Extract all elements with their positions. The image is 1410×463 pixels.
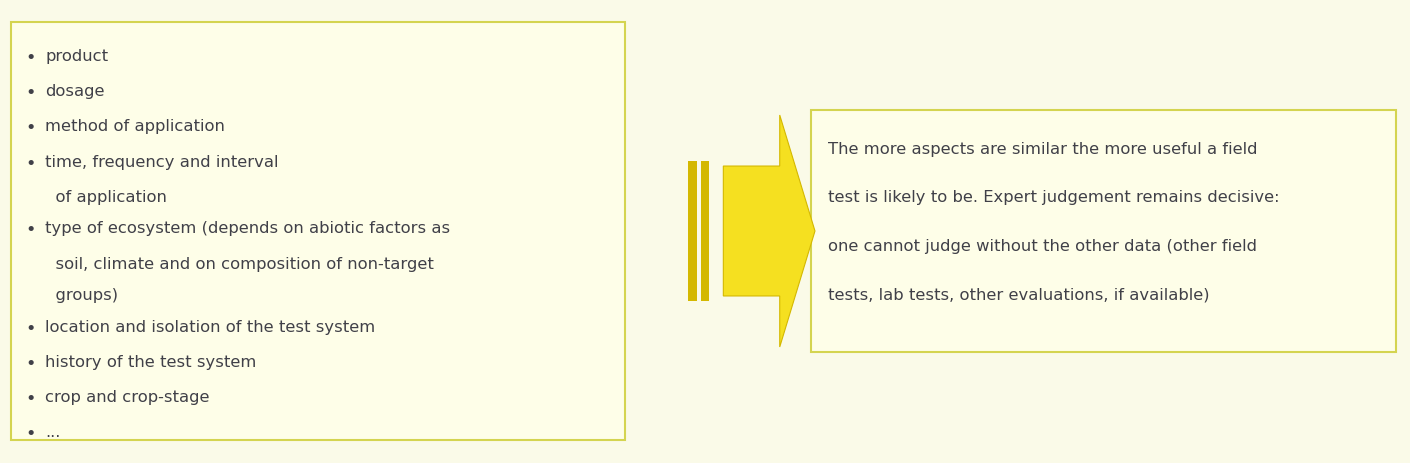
Text: method of application: method of application bbox=[45, 119, 226, 134]
Text: The more aspects are similar the more useful a field: The more aspects are similar the more us… bbox=[828, 141, 1258, 156]
Text: ...: ... bbox=[45, 425, 61, 439]
FancyBboxPatch shape bbox=[811, 111, 1396, 352]
Polygon shape bbox=[723, 116, 815, 347]
Text: •: • bbox=[25, 84, 35, 102]
Text: dosage: dosage bbox=[45, 84, 104, 99]
Text: •: • bbox=[25, 389, 35, 407]
Text: tests, lab tests, other evaluations, if available): tests, lab tests, other evaluations, if … bbox=[828, 287, 1210, 302]
Text: history of the test system: history of the test system bbox=[45, 354, 257, 369]
Text: groups): groups) bbox=[45, 288, 118, 302]
Text: crop and crop-stage: crop and crop-stage bbox=[45, 389, 210, 404]
Text: •: • bbox=[25, 354, 35, 372]
Text: location and isolation of the test system: location and isolation of the test syste… bbox=[45, 319, 375, 334]
Text: •: • bbox=[25, 154, 35, 172]
Text: •: • bbox=[25, 221, 35, 239]
Text: product: product bbox=[45, 49, 109, 63]
Text: •: • bbox=[25, 319, 35, 337]
Text: •: • bbox=[25, 119, 35, 137]
Text: •: • bbox=[25, 425, 35, 443]
Text: •: • bbox=[25, 49, 35, 67]
Text: of application: of application bbox=[45, 189, 166, 204]
FancyBboxPatch shape bbox=[11, 23, 625, 440]
Text: soil, climate and on composition of non-target: soil, climate and on composition of non-… bbox=[45, 256, 434, 271]
Text: type of ecosystem (depends on abiotic factors as: type of ecosystem (depends on abiotic fa… bbox=[45, 221, 450, 236]
Bar bbox=[701, 162, 709, 301]
Text: one cannot judge without the other data (other field: one cannot judge without the other data … bbox=[828, 238, 1256, 253]
Text: time, frequency and interval: time, frequency and interval bbox=[45, 154, 279, 169]
Text: test is likely to be. Expert judgement remains decisive:: test is likely to be. Expert judgement r… bbox=[828, 190, 1279, 205]
Bar bbox=[688, 162, 697, 301]
